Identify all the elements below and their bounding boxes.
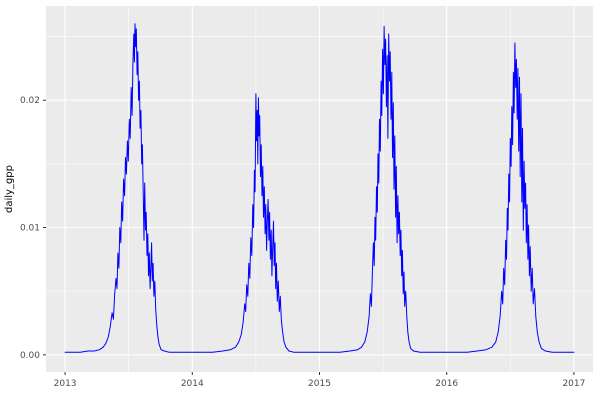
y-tick-label: 0.02 <box>20 96 40 106</box>
x-tick-label: 2017 <box>562 379 585 389</box>
axis-ticks <box>43 99 575 375</box>
y-axis-title: daily_gpp <box>4 165 15 213</box>
x-tick-label: 2013 <box>54 379 77 389</box>
y-tick-label: 0.01 <box>20 224 40 234</box>
y-tick-label: 0.00 <box>20 351 40 361</box>
x-tick-label: 2014 <box>181 379 204 389</box>
axis-labels: 2013 2014 2015 2016 2017 0.00 0.01 0.02 <box>20 96 585 389</box>
major-gridlines <box>46 6 593 372</box>
series-layer <box>64 23 575 353</box>
gpp-line <box>64 23 575 353</box>
x-tick-label: 2015 <box>308 379 331 389</box>
x-tick-label: 2016 <box>435 379 458 389</box>
